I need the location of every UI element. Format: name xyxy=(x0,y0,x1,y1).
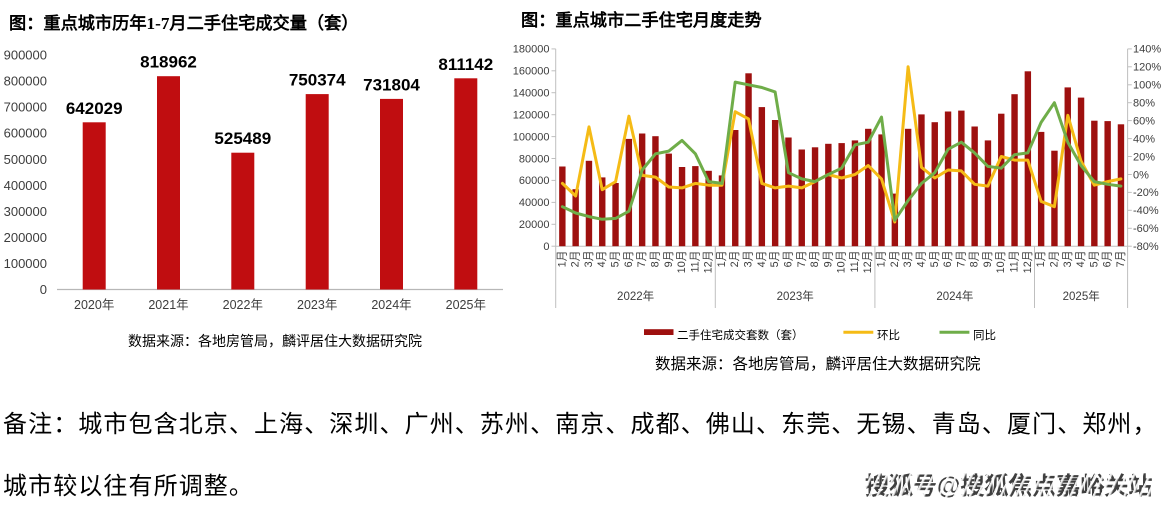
svg-text:12月: 12月 xyxy=(703,251,715,274)
svg-text:2025年: 2025年 xyxy=(446,298,486,312)
svg-text:700000: 700000 xyxy=(4,100,47,115)
svg-text:140000: 140000 xyxy=(513,88,550,100)
svg-text:10月: 10月 xyxy=(676,251,688,274)
svg-text:0: 0 xyxy=(543,241,549,253)
svg-text:120%: 120% xyxy=(1133,62,1161,74)
svg-text:6月: 6月 xyxy=(783,251,795,268)
svg-text:6月: 6月 xyxy=(942,251,954,268)
svg-text:900000: 900000 xyxy=(4,48,47,63)
svg-text:1月: 1月 xyxy=(716,251,728,268)
svg-text:100000: 100000 xyxy=(513,131,550,143)
svg-text:-20%: -20% xyxy=(1133,187,1159,199)
svg-text:7月: 7月 xyxy=(955,251,967,268)
svg-text:8月: 8月 xyxy=(969,251,981,268)
svg-text:5月: 5月 xyxy=(1088,251,1100,268)
svg-text:9月: 9月 xyxy=(822,251,834,268)
svg-text:525489: 525489 xyxy=(214,129,271,148)
svg-text:3月: 3月 xyxy=(902,251,914,268)
svg-text:20%: 20% xyxy=(1133,151,1155,163)
svg-text:2022年: 2022年 xyxy=(617,289,654,303)
svg-text:9月: 9月 xyxy=(982,251,994,268)
svg-text:-40%: -40% xyxy=(1133,205,1159,217)
svg-text:811142: 811142 xyxy=(438,55,493,74)
svg-text:0: 0 xyxy=(40,282,47,297)
svg-text:800000: 800000 xyxy=(4,74,47,89)
svg-text:200000: 200000 xyxy=(4,230,47,245)
svg-text:-80%: -80% xyxy=(1133,241,1159,253)
svg-text:2023年: 2023年 xyxy=(297,298,337,312)
svg-text:0%: 0% xyxy=(1133,169,1149,181)
svg-text:12月: 12月 xyxy=(1022,251,1034,274)
svg-text:100%: 100% xyxy=(1133,80,1161,92)
svg-text:4月: 4月 xyxy=(596,251,608,268)
svg-text:11月: 11月 xyxy=(1009,251,1021,273)
svg-text:600000: 600000 xyxy=(4,126,47,141)
svg-text:4月: 4月 xyxy=(916,251,928,268)
svg-text:1月: 1月 xyxy=(876,251,888,268)
svg-text:180000: 180000 xyxy=(513,44,550,56)
svg-text:1月: 1月 xyxy=(1035,251,1047,268)
svg-text:6月: 6月 xyxy=(1102,251,1114,268)
svg-text:2025年: 2025年 xyxy=(1063,289,1100,303)
svg-text:500000: 500000 xyxy=(4,152,47,167)
svg-text:8月: 8月 xyxy=(809,251,821,268)
svg-text:2020年: 2020年 xyxy=(74,298,114,312)
svg-text:60000: 60000 xyxy=(519,175,550,187)
svg-text:818962: 818962 xyxy=(140,53,197,72)
svg-text:11月: 11月 xyxy=(849,251,861,273)
svg-text:2023年: 2023年 xyxy=(777,289,814,303)
svg-text:7月: 7月 xyxy=(1115,251,1127,268)
svg-text:2月: 2月 xyxy=(570,251,582,268)
svg-text:1月: 1月 xyxy=(556,251,568,268)
svg-text:10月: 10月 xyxy=(836,251,848,274)
svg-text:642029: 642029 xyxy=(66,99,123,118)
svg-text:20000: 20000 xyxy=(519,219,550,231)
svg-text:80%: 80% xyxy=(1133,98,1155,110)
svg-text:731804: 731804 xyxy=(363,75,420,94)
svg-text:3月: 3月 xyxy=(743,251,755,268)
svg-text:2024年: 2024年 xyxy=(371,298,411,312)
svg-text:7月: 7月 xyxy=(636,251,648,268)
svg-text:2月: 2月 xyxy=(889,251,901,268)
svg-text:12月: 12月 xyxy=(862,251,874,274)
svg-text:80000: 80000 xyxy=(519,153,550,165)
svg-text:2月: 2月 xyxy=(1048,251,1060,268)
svg-text:10月: 10月 xyxy=(995,250,1007,273)
svg-text:7月: 7月 xyxy=(796,251,808,268)
svg-text:4月: 4月 xyxy=(1075,251,1087,268)
svg-text:40%: 40% xyxy=(1133,133,1155,145)
svg-text:2024年: 2024年 xyxy=(936,289,973,303)
svg-text:2022年: 2022年 xyxy=(223,298,263,312)
svg-text:-60%: -60% xyxy=(1133,223,1159,235)
svg-text:5月: 5月 xyxy=(610,251,622,268)
svg-text:400000: 400000 xyxy=(4,178,47,193)
svg-text:5月: 5月 xyxy=(929,251,941,268)
svg-text:40000: 40000 xyxy=(519,197,550,209)
svg-text:6月: 6月 xyxy=(623,251,635,268)
svg-text:2月: 2月 xyxy=(729,251,741,268)
svg-text:2021年: 2021年 xyxy=(148,298,188,312)
svg-text:8月: 8月 xyxy=(650,251,662,268)
svg-text:100000: 100000 xyxy=(4,256,47,271)
svg-text:4月: 4月 xyxy=(756,251,768,268)
svg-text:750374: 750374 xyxy=(289,71,346,90)
svg-text:5月: 5月 xyxy=(769,251,781,268)
svg-text:3月: 3月 xyxy=(1062,251,1074,268)
svg-text:9月: 9月 xyxy=(663,251,675,268)
svg-text:3月: 3月 xyxy=(583,251,595,268)
svg-text:120000: 120000 xyxy=(513,110,550,122)
svg-text:11月: 11月 xyxy=(689,251,701,273)
svg-text:140%: 140% xyxy=(1133,44,1161,56)
svg-text:300000: 300000 xyxy=(4,204,47,219)
svg-text:60%: 60% xyxy=(1133,115,1155,127)
svg-text:160000: 160000 xyxy=(513,66,550,78)
